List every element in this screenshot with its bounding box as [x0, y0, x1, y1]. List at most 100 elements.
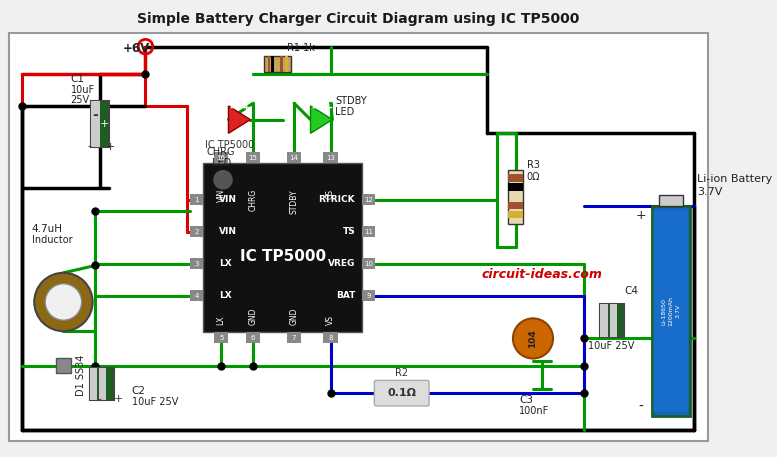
Text: IC TP5000: IC TP5000: [205, 140, 254, 150]
Text: 3.7V: 3.7V: [697, 186, 723, 197]
Text: 4: 4: [194, 292, 199, 298]
Text: VIN: VIN: [219, 195, 237, 204]
Text: C4: C4: [624, 286, 638, 296]
Bar: [653, 211, 688, 411]
Bar: [190, 226, 203, 237]
Bar: [267, 56, 270, 72]
Text: 104: 104: [528, 329, 538, 348]
Text: +: +: [324, 103, 333, 113]
Text: VIN: VIN: [217, 189, 225, 202]
Text: 4.7uH: 4.7uH: [32, 224, 62, 234]
Text: CHRG: CHRG: [207, 147, 235, 157]
Bar: [363, 290, 375, 301]
Text: +6V: +6V: [123, 42, 150, 55]
Bar: [56, 358, 71, 373]
Text: STDBY: STDBY: [290, 189, 298, 213]
Text: 1: 1: [194, 197, 199, 203]
Bar: [190, 258, 203, 269]
Bar: [287, 332, 301, 343]
Text: 10uF 25V: 10uF 25V: [132, 397, 178, 407]
Text: C3: C3: [519, 395, 533, 405]
Bar: [271, 56, 274, 72]
Text: D1 SS34: D1 SS34: [76, 354, 86, 396]
Bar: [508, 170, 523, 224]
Text: 13: 13: [326, 155, 335, 161]
Text: 12: 12: [364, 197, 373, 203]
Bar: [363, 194, 375, 205]
Text: LED: LED: [211, 158, 231, 168]
Text: R1 1k: R1 1k: [287, 43, 315, 53]
Text: -: -: [98, 394, 102, 404]
Bar: [214, 332, 228, 343]
Bar: [280, 56, 283, 72]
Text: TS: TS: [343, 227, 355, 236]
Text: R3: R3: [527, 160, 539, 170]
Polygon shape: [228, 106, 250, 133]
Text: 5: 5: [219, 335, 223, 340]
Text: 16: 16: [217, 155, 225, 161]
Text: 9: 9: [367, 292, 371, 298]
Text: 10uF 25V: 10uF 25V: [587, 341, 634, 351]
Bar: [214, 153, 228, 164]
Text: -: -: [87, 142, 91, 152]
Bar: [323, 332, 338, 343]
Text: -: -: [638, 400, 643, 414]
Bar: [508, 211, 523, 218]
Circle shape: [45, 284, 82, 320]
Text: 25V: 25V: [71, 96, 90, 106]
Bar: [99, 367, 106, 400]
Circle shape: [214, 170, 232, 189]
Bar: [264, 56, 291, 72]
Bar: [610, 304, 624, 337]
Text: VS: VS: [326, 315, 335, 325]
Text: LX: LX: [219, 291, 232, 300]
Text: VIN: VIN: [219, 227, 237, 236]
Bar: [508, 183, 523, 191]
Text: +: +: [99, 119, 109, 129]
Bar: [90, 367, 104, 400]
Text: RTRICK: RTRICK: [319, 195, 355, 204]
Text: 11: 11: [364, 229, 374, 235]
Text: +: +: [106, 142, 116, 152]
Text: CHRG: CHRG: [249, 189, 258, 211]
Text: 15: 15: [249, 155, 257, 161]
Circle shape: [513, 319, 553, 358]
Text: BAT: BAT: [336, 291, 355, 300]
Bar: [91, 101, 109, 147]
Text: GND: GND: [249, 307, 258, 325]
Bar: [363, 258, 375, 269]
Text: LX: LX: [217, 315, 225, 325]
Text: 8: 8: [329, 335, 333, 340]
Circle shape: [34, 273, 92, 331]
Bar: [323, 153, 338, 164]
Bar: [91, 101, 100, 147]
Bar: [610, 304, 617, 337]
Text: -: -: [92, 108, 98, 122]
Polygon shape: [311, 106, 333, 133]
Text: 2: 2: [194, 229, 199, 235]
Text: R2: R2: [395, 368, 408, 378]
FancyBboxPatch shape: [375, 380, 429, 406]
Bar: [99, 367, 113, 400]
Text: 100nF: 100nF: [519, 406, 549, 416]
Text: -: -: [312, 103, 316, 113]
Bar: [659, 195, 682, 206]
Text: STDBY: STDBY: [335, 96, 367, 106]
Bar: [285, 56, 287, 72]
Text: CS: CS: [326, 189, 335, 199]
Text: IC TP5000: IC TP5000: [239, 250, 326, 264]
Text: +: +: [242, 103, 251, 113]
Bar: [190, 194, 203, 205]
Bar: [190, 290, 203, 301]
Text: GND: GND: [290, 307, 298, 325]
Text: 7: 7: [292, 335, 296, 340]
Bar: [246, 153, 260, 164]
Bar: [508, 174, 523, 181]
Text: 10: 10: [364, 260, 374, 267]
Text: C1: C1: [71, 74, 85, 84]
Text: Inductor: Inductor: [32, 235, 72, 245]
Text: VREG: VREG: [328, 259, 355, 268]
Bar: [90, 367, 97, 400]
Text: +: +: [113, 394, 123, 404]
Text: -: -: [230, 103, 235, 113]
